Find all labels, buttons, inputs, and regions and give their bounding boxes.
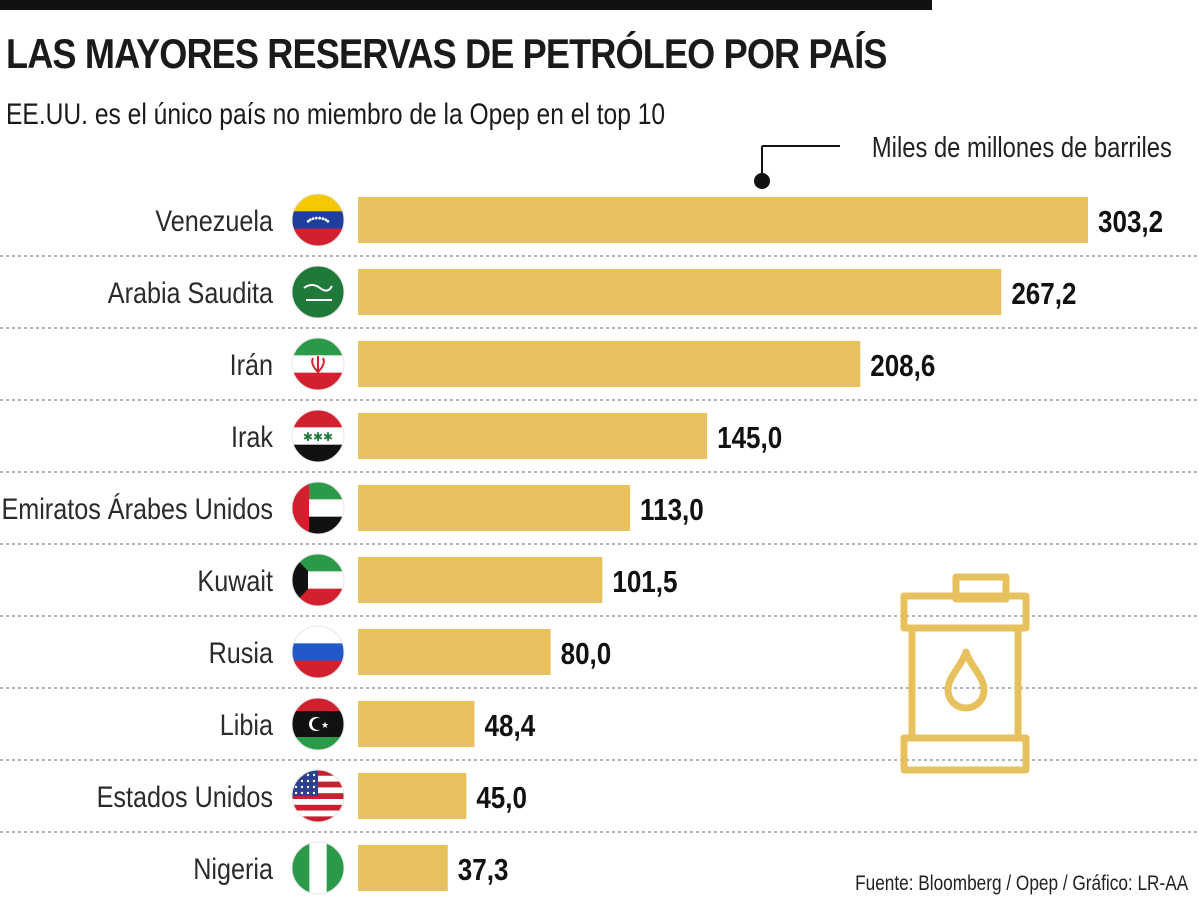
- category-label: Estados Unidos: [97, 780, 273, 814]
- value-label: 303,2: [1098, 205, 1163, 240]
- value-label: 113,0: [640, 493, 704, 528]
- bar: [358, 413, 708, 459]
- bar: [358, 269, 1002, 315]
- value-label: 45,0: [476, 781, 527, 816]
- value-label: 267,2: [1011, 277, 1076, 312]
- bar-row: Arabia Saudita 267,2: [0, 265, 1200, 329]
- value-label: 48,4: [485, 709, 536, 744]
- bar: [358, 341, 861, 387]
- category-label: Rusia: [209, 636, 274, 670]
- bar: [358, 557, 603, 603]
- top-rule: [0, 0, 932, 10]
- flag-iran-icon: [292, 338, 344, 390]
- bar-row: Libia ★ 48,4: [0, 697, 1200, 761]
- value-label: 101,5: [612, 565, 677, 600]
- value-label: 145,0: [717, 421, 782, 456]
- units-label: Miles de millones de barriles: [871, 132, 1172, 164]
- bar-row: Emiratos Árabes Unidos 113,0: [0, 481, 1200, 545]
- category-label: Venezuela: [155, 204, 273, 238]
- source-note: Fuente: Bloomberg / Opep / Gráfico: LR-A…: [854, 872, 1188, 895]
- bar-row: Estados Unidos 45,0: [0, 769, 1200, 833]
- bar: [358, 197, 1088, 243]
- chart-title: LAS MAYORES RESERVAS DE PETRÓLEO POR PAÍ…: [6, 30, 888, 77]
- bar: [358, 485, 631, 531]
- oil-barrel-icon: [900, 573, 1030, 774]
- flag-iraq-icon: ✱✱✱: [292, 410, 344, 462]
- flag-saudi-arabia-icon: [292, 266, 344, 318]
- value-label: 37,3: [458, 853, 509, 888]
- category-label: Arabia Saudita: [108, 276, 274, 310]
- category-label: Irán: [230, 348, 273, 382]
- value-label: 80,0: [561, 637, 612, 672]
- bar: [358, 701, 475, 747]
- bar-row: Kuwait 101,5: [0, 553, 1200, 617]
- bar: [358, 845, 448, 891]
- flag-venezuela-icon: [292, 194, 344, 246]
- bar-row: Irak ✱✱✱ 145,0: [0, 409, 1200, 473]
- flag-kuwait-icon: [292, 554, 344, 606]
- category-label: Nigeria: [193, 852, 273, 886]
- category-label: Libia: [220, 708, 274, 742]
- bar-row: Irán 208,6: [0, 337, 1200, 401]
- flag-nigeria-icon: [292, 842, 344, 894]
- svg-text:✱✱✱: ✱✱✱: [303, 430, 333, 444]
- category-label: Emiratos Árabes Unidos: [1, 492, 273, 526]
- flag-russia-icon: [292, 626, 344, 678]
- bar: [358, 629, 551, 675]
- category-label: Kuwait: [197, 564, 273, 598]
- category-label: Irak: [231, 420, 273, 454]
- bar-row: Rusia 80,0: [0, 625, 1200, 689]
- value-label: 208,6: [870, 349, 935, 384]
- bar: [358, 773, 467, 819]
- flag-libya-icon: ★: [292, 698, 344, 750]
- flag-uae-icon: [292, 482, 344, 534]
- units-leader: [754, 145, 840, 189]
- bar-row: Venezuela 303,2: [0, 193, 1200, 257]
- bar-row: Nigeria 37,3: [193, 841, 509, 895]
- svg-text:★: ★: [321, 720, 329, 730]
- chart-subtitle: EE.UU. es el único país no miembro de la…: [6, 98, 666, 131]
